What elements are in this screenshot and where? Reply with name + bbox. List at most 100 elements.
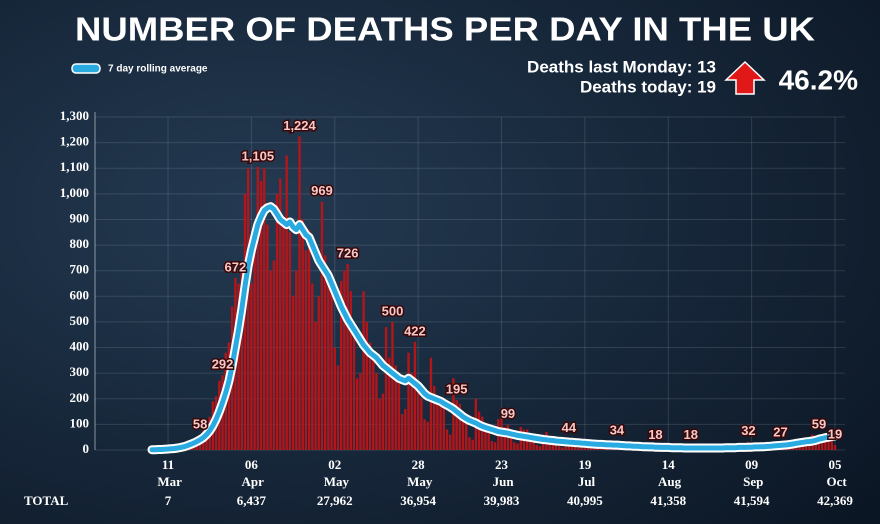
bar xyxy=(352,334,356,450)
data-label: 726 xyxy=(337,245,359,260)
bar xyxy=(301,219,304,450)
bar xyxy=(420,398,423,450)
bar xyxy=(356,378,359,450)
bar xyxy=(827,439,830,450)
y-tick-label: 700 xyxy=(70,262,90,277)
y-tick-label: 100 xyxy=(70,415,90,430)
data-label: 292 xyxy=(212,357,234,372)
bar xyxy=(288,232,292,450)
data-label: 18 xyxy=(648,427,662,442)
bar xyxy=(602,448,606,450)
bar xyxy=(333,347,336,450)
x-tick-label: 11 Mar xyxy=(154,457,182,489)
x-tick-label: 14 Aug xyxy=(655,457,681,489)
bar xyxy=(583,447,587,450)
x-tick-label: 02 May xyxy=(321,457,350,489)
bar xyxy=(580,447,583,450)
bar xyxy=(516,443,519,450)
bar xyxy=(445,429,449,450)
bar xyxy=(432,385,436,450)
stat-last-monday: Deaths last Monday: 13 xyxy=(527,57,716,76)
bar xyxy=(307,229,311,450)
bar xyxy=(455,400,458,450)
y-tick-label: 0 xyxy=(83,441,90,456)
total-label: 42,369 xyxy=(817,493,853,508)
bar xyxy=(410,373,413,450)
bar xyxy=(256,166,260,450)
bar xyxy=(436,398,439,450)
bar xyxy=(490,441,494,450)
y-tick-label: 500 xyxy=(70,313,90,328)
x-tick-label: 23 Jun xyxy=(489,457,514,489)
bar xyxy=(359,373,362,450)
y-tick-label: 1,000 xyxy=(60,185,89,200)
bar xyxy=(426,421,429,450)
bar xyxy=(339,280,343,450)
data-label: 500 xyxy=(382,303,404,318)
bar xyxy=(388,357,391,450)
y-tick-label: 1,300 xyxy=(60,108,89,123)
bar xyxy=(442,406,446,450)
bar xyxy=(561,447,564,450)
bar xyxy=(416,385,420,450)
bar xyxy=(375,373,378,450)
bar xyxy=(272,260,276,450)
data-label: 19 xyxy=(828,427,842,442)
bar xyxy=(833,445,837,450)
bar xyxy=(317,296,320,450)
data-label: 99 xyxy=(501,406,515,421)
legend-swatch xyxy=(71,63,101,74)
bar xyxy=(529,434,532,450)
up-arrow xyxy=(724,60,766,95)
bar xyxy=(481,416,484,450)
bar xyxy=(830,441,833,450)
y-tick-label: 400 xyxy=(70,339,90,354)
bar xyxy=(503,426,506,450)
x-tick-label: 09 Sep xyxy=(740,457,763,489)
bar xyxy=(323,255,327,450)
bar xyxy=(423,419,426,450)
bar xyxy=(346,264,349,450)
bar xyxy=(365,321,369,450)
stat-today: Deaths today: 19 xyxy=(580,77,716,96)
stat-change: 46.2% xyxy=(779,64,858,95)
bar xyxy=(471,439,474,450)
y-tick-label: 800 xyxy=(70,236,90,251)
total-label: 41,358 xyxy=(650,493,686,508)
data-label: 969 xyxy=(311,183,333,198)
y-tick-label: 300 xyxy=(70,364,90,379)
line xyxy=(149,204,838,453)
data-label: 58 xyxy=(193,417,207,432)
bar xyxy=(400,414,404,450)
data-label: 18 xyxy=(683,427,697,442)
data-label: 422 xyxy=(404,323,426,338)
bar xyxy=(263,168,266,450)
bar xyxy=(320,201,324,450)
bar xyxy=(304,250,308,450)
bar xyxy=(378,398,381,450)
y-tick-label: 1,200 xyxy=(60,134,89,149)
bar xyxy=(468,437,471,450)
bar xyxy=(275,193,279,450)
bar xyxy=(291,296,295,450)
y-tick-label: 1,100 xyxy=(60,159,89,174)
data-label: 27 xyxy=(773,425,787,440)
bar xyxy=(429,357,433,450)
bar xyxy=(269,270,272,450)
legend-label: 7 day rolling average xyxy=(108,64,208,75)
bar xyxy=(458,403,462,450)
bar xyxy=(404,409,407,450)
bar xyxy=(311,283,314,450)
bar xyxy=(384,327,388,450)
total-label: 40,995 xyxy=(567,493,603,508)
bar xyxy=(282,219,285,450)
x-tick-label: 06 Apr xyxy=(239,457,264,489)
bar xyxy=(513,442,516,450)
bar xyxy=(487,429,490,450)
y-tick-label: 600 xyxy=(70,287,90,302)
y-tick-label: 900 xyxy=(70,210,90,225)
data-label: 672 xyxy=(225,259,247,274)
bar xyxy=(240,270,243,450)
bar xyxy=(362,291,365,450)
